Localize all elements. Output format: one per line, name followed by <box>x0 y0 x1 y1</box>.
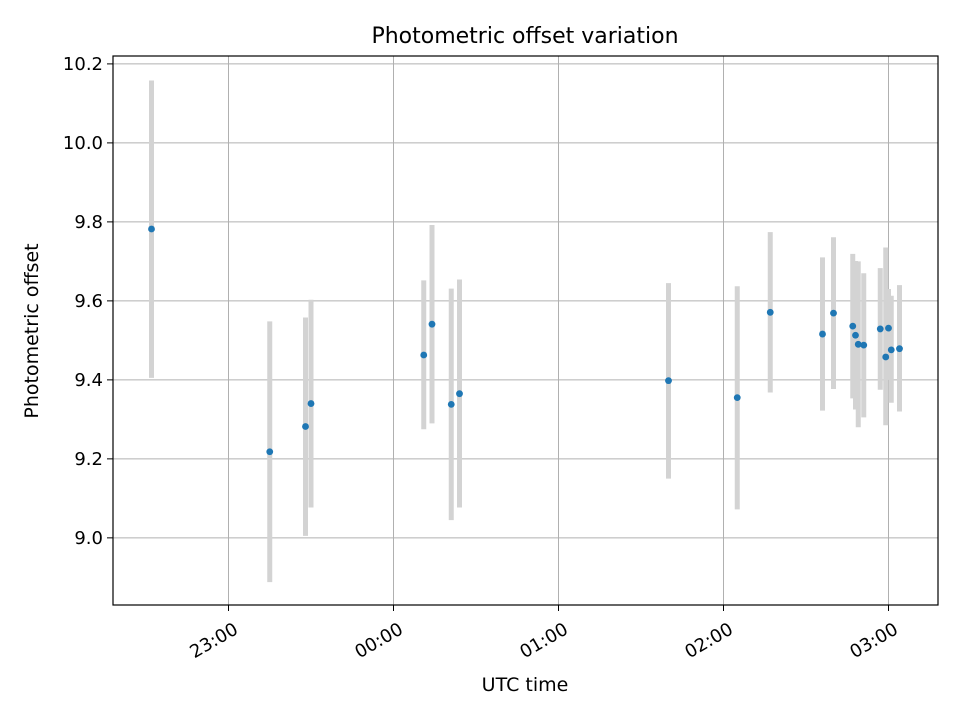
x-axis-label: UTC time <box>482 674 569 696</box>
y-tick-label: 10.0 <box>63 133 103 154</box>
data-point <box>665 377 672 385</box>
data-point <box>882 353 890 361</box>
data-point <box>307 400 315 407</box>
plot-frame <box>112 55 939 606</box>
data-point <box>896 345 903 353</box>
data-point <box>885 324 892 332</box>
y-tick-label: 9.8 <box>74 212 103 233</box>
data-point <box>420 351 428 359</box>
data-point <box>849 322 857 330</box>
data-point <box>766 308 774 316</box>
chart-title: Photometric offset variation <box>371 24 678 49</box>
data-point <box>876 325 884 333</box>
data-point <box>733 394 741 402</box>
data-point <box>148 225 155 233</box>
y-tick-label: 9.4 <box>74 370 103 391</box>
y-axis: 9.0 9.2 9.4 9.6 9.8 10.0 10.2 <box>63 54 113 549</box>
data-point <box>854 340 862 348</box>
data-point <box>456 390 463 398</box>
y-axis-label: Photometric offset <box>21 243 43 418</box>
data-point <box>266 448 274 456</box>
y-tick-label: 9.6 <box>74 291 103 312</box>
markers <box>148 225 903 456</box>
data-point <box>887 346 895 354</box>
data-point <box>830 309 837 317</box>
data-point <box>302 423 309 430</box>
data-point <box>819 330 826 338</box>
data-point <box>447 400 455 408</box>
data-point <box>428 320 436 328</box>
data-point <box>860 341 868 349</box>
y-tick-label: 10.2 <box>63 54 103 75</box>
y-tick-label: 9.2 <box>74 449 103 470</box>
data-point <box>852 331 859 339</box>
y-tick-label: 9.0 <box>74 528 103 549</box>
